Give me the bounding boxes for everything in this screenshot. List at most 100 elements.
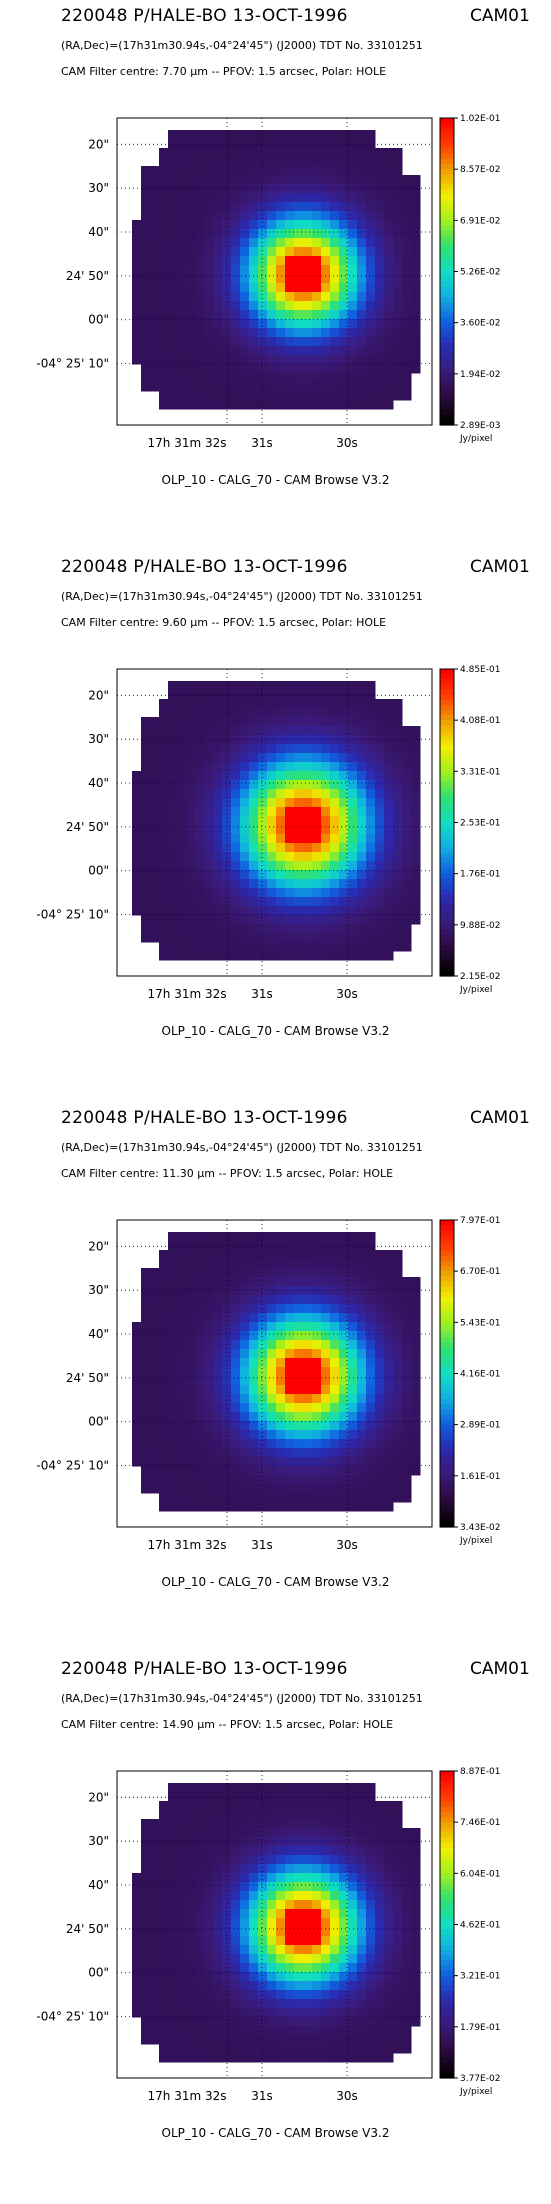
image-pixel [357,1466,367,1476]
image-pixel [186,1466,196,1476]
image-pixel [168,238,178,248]
image-pixel [330,166,340,176]
image-pixel [294,328,304,338]
colorbar-tick-label: 1.61E-01 [460,1472,500,1482]
image-pixel [249,1232,259,1242]
image-pixel [402,2026,412,2036]
colorbar-segment [440,174,454,180]
image-pixel [159,328,169,338]
image-pixel [303,1999,313,2009]
image-pixel [231,1322,241,1332]
image-pixel [384,726,394,736]
image-pixel [258,807,268,817]
image-pixel [393,915,403,925]
image-pixel [231,1286,241,1296]
image-pixel [249,1394,259,1404]
image-pixel [384,283,394,293]
image-pixel [177,139,187,149]
image-pixel [312,220,322,230]
image-pixel [258,1846,268,1856]
image-pixel [294,942,304,952]
image-pixel [411,1954,421,1964]
image-pixel [159,897,169,907]
image-pixel [204,328,214,338]
image-pixel [168,1855,178,1865]
image-pixel [231,229,241,239]
image-pixel [222,1846,232,1856]
image-pixel [411,1304,421,1314]
image-pixel [393,310,403,320]
image-pixel [159,1412,169,1422]
image-pixel [249,1882,259,1892]
image-pixel [276,771,286,781]
colorbar-segment [440,2001,454,2007]
image-pixel [258,1430,268,1440]
image-pixel [204,139,214,149]
image-pixel [339,1313,349,1323]
image-pixel [411,1430,421,1440]
image-pixel [159,1277,169,1287]
image-pixel [177,744,187,754]
image-pixel [411,283,421,293]
dec-tick-label: 00" [88,1966,109,1980]
image-pixel [330,1999,340,2009]
image-pixel [312,834,322,844]
image-pixel [348,292,358,302]
image-pixel [339,1972,349,1982]
ra-tick-label: 17h 31m 32s [148,436,227,450]
image-pixel [204,1493,214,1503]
image-pixel [321,834,331,844]
image-pixel [213,906,223,916]
image-pixel [330,202,340,212]
image-pixel [168,762,178,772]
image-pixel [141,870,151,880]
image-pixel [195,1873,205,1883]
image-pixel [294,1430,304,1440]
image-pixel [384,400,394,410]
image-pixel [411,870,421,880]
image-pixel [375,834,385,844]
image-pixel [285,220,295,230]
image-pixel [213,1412,223,1422]
image-pixel [141,175,151,185]
colorbar-tick-label: 1.02E-01 [460,114,500,124]
image-pixel [312,1502,322,1512]
image-pixel [339,1819,349,1829]
image-pixel [321,771,331,781]
image-pixel [186,1232,196,1242]
image-pixel [195,1313,205,1323]
image-pixel [186,789,196,799]
image-pixel [330,1801,340,1811]
image-pixel [186,1394,196,1404]
image-pixel [177,202,187,212]
colorbar-segment [440,674,454,680]
image-pixel [411,1394,421,1404]
image-pixel [312,1909,322,1919]
image-pixel [375,382,385,392]
image-pixel [339,789,349,799]
image-pixel [366,825,376,835]
image-pixel [177,1918,187,1928]
image-pixel [348,1259,358,1269]
image-pixel [141,364,151,374]
colorbar-segment [440,1501,454,1508]
image-pixel [303,870,313,880]
image-pixel [375,771,385,781]
image-pixel [240,789,250,799]
image-pixel [375,211,385,221]
image-pixel [195,1241,205,1251]
image-pixel [267,1358,277,1368]
image-pixel [366,346,376,356]
image-pixel [357,897,367,907]
image-pixel [159,1873,169,1883]
image-pixel [303,1457,313,1467]
image-pixel [312,1900,322,1910]
image-pixel [303,834,313,844]
colorbar-segment [440,766,454,772]
image-pixel [366,1493,376,1503]
image-pixel [402,2017,412,2027]
image-pixel [411,1900,421,1910]
image-pixel [195,861,205,871]
image-pixel [132,789,142,799]
coords-line: (RA,Dec)=(17h31m30.94s,-04°24'45") (J200… [61,39,423,52]
